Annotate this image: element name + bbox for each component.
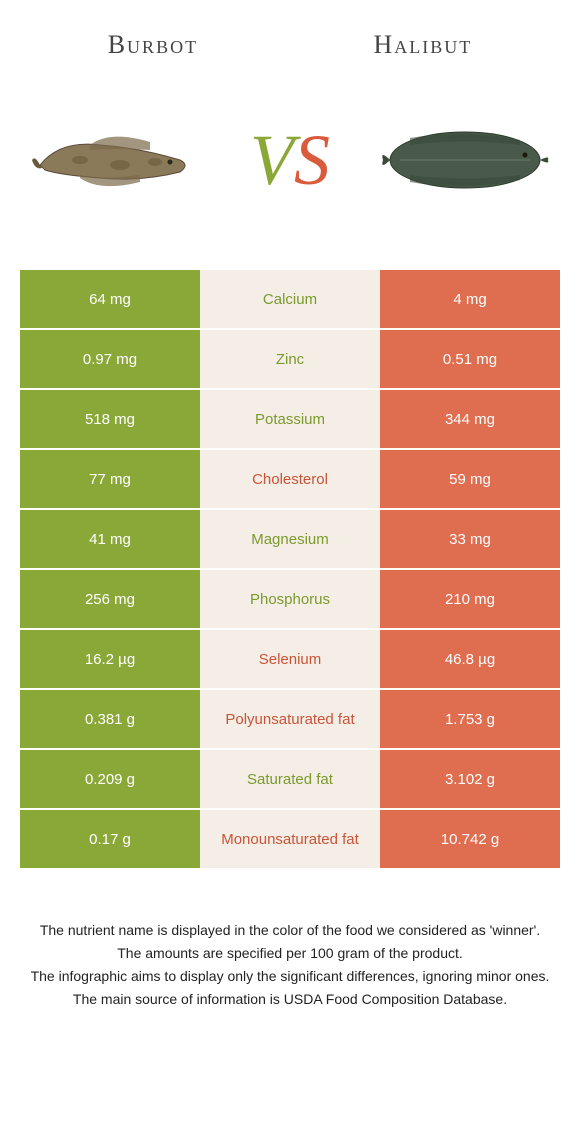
cell-nutrient-name: Saturated fat (200, 750, 380, 810)
nutrient-table: 64 mgCalcium4 mg0.97 mgZinc0.51 mg518 mg… (20, 270, 560, 870)
cell-left-value: 0.97 mg (20, 330, 200, 390)
cell-right-value: 1.753 g (380, 690, 560, 750)
header-row: Burbot Halibut (0, 0, 580, 70)
food-left-title: Burbot (108, 30, 198, 60)
table-row: 256 mgPhosphorus210 mg (20, 570, 560, 630)
cell-left-value: 256 mg (20, 570, 200, 630)
footer-line: The infographic aims to display only the… (30, 966, 550, 987)
food-right-title: Halibut (374, 30, 473, 60)
cell-nutrient-name: Zinc (200, 330, 380, 390)
cell-left-value: 0.209 g (20, 750, 200, 810)
cell-right-value: 46.8 µg (380, 630, 560, 690)
cell-left-value: 518 mg (20, 390, 200, 450)
cell-left-value: 0.381 g (20, 690, 200, 750)
cell-left-value: 0.17 g (20, 810, 200, 870)
halibut-icon (380, 120, 550, 200)
footer-line: The amounts are specified per 100 gram o… (30, 943, 550, 964)
cell-right-value: 3.102 g (380, 750, 560, 810)
table-row: 0.209 gSaturated fat3.102 g (20, 750, 560, 810)
vs-row: VS (0, 70, 580, 270)
footer-line: The nutrient name is displayed in the co… (30, 920, 550, 941)
cell-left-value: 77 mg (20, 450, 200, 510)
burbot-icon (30, 120, 200, 200)
table-row: 77 mgCholesterol59 mg (20, 450, 560, 510)
cell-right-value: 33 mg (380, 510, 560, 570)
table-row: 0.97 mgZinc0.51 mg (20, 330, 560, 390)
cell-nutrient-name: Potassium (200, 390, 380, 450)
table-row: 41 mgMagnesium33 mg (20, 510, 560, 570)
cell-nutrient-name: Polyunsaturated fat (200, 690, 380, 750)
cell-right-value: 59 mg (380, 450, 560, 510)
cell-right-value: 10.742 g (380, 810, 560, 870)
table-row: 16.2 µgSelenium46.8 µg (20, 630, 560, 690)
cell-nutrient-name: Calcium (200, 270, 380, 330)
food-right-image (380, 105, 550, 215)
table-row: 518 mgPotassium344 mg (20, 390, 560, 450)
food-left-image (30, 105, 200, 215)
footer-notes: The nutrient name is displayed in the co… (0, 870, 580, 1032)
cell-nutrient-name: Magnesium (200, 510, 380, 570)
cell-nutrient-name: Monounsaturated fat (200, 810, 380, 870)
cell-left-value: 16.2 µg (20, 630, 200, 690)
cell-left-value: 64 mg (20, 270, 200, 330)
cell-nutrient-name: Cholesterol (200, 450, 380, 510)
footer-line: The main source of information is USDA F… (30, 989, 550, 1010)
table-row: 0.17 gMonounsaturated fat10.742 g (20, 810, 560, 870)
cell-left-value: 41 mg (20, 510, 200, 570)
cell-right-value: 0.51 mg (380, 330, 560, 390)
table-row: 64 mgCalcium4 mg (20, 270, 560, 330)
cell-right-value: 4 mg (380, 270, 560, 330)
cell-right-value: 210 mg (380, 570, 560, 630)
table-row: 0.381 gPolyunsaturated fat1.753 g (20, 690, 560, 750)
cell-nutrient-name: Selenium (200, 630, 380, 690)
cell-right-value: 344 mg (380, 390, 560, 450)
vs-label: VS (250, 119, 330, 202)
cell-nutrient-name: Phosphorus (200, 570, 380, 630)
